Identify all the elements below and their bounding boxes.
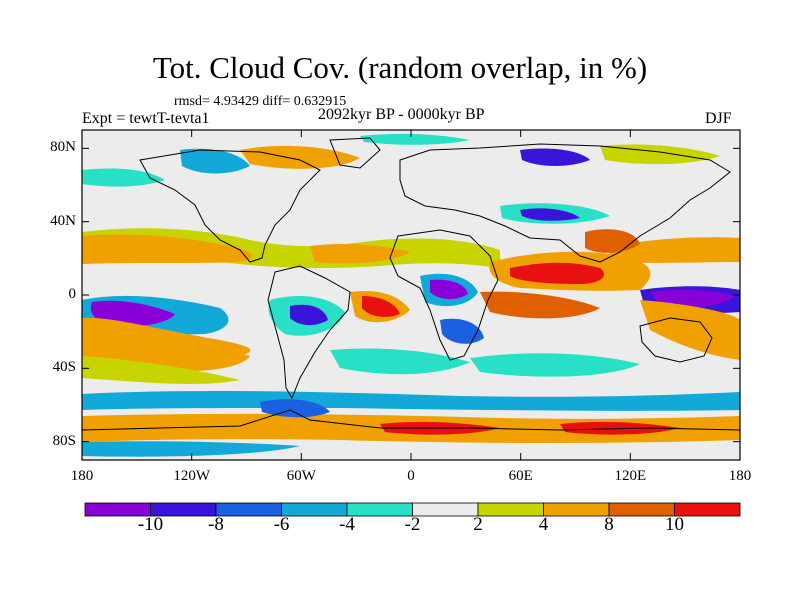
stats-text: rmsd= 4.93429 diff= 0.632915 [174, 94, 347, 109]
band-north-pacific [82, 234, 253, 264]
arctic-neg-2 [520, 148, 590, 166]
colorbar-label: -6 [273, 514, 290, 535]
axis-ticks [81, 130, 741, 460]
atlantic-equator-red [362, 296, 400, 317]
southern-ocean-neg [82, 390, 740, 411]
lon-tick-label: 60E [508, 468, 533, 484]
coastline-south-america [267, 265, 351, 400]
colorbar-label: 4 [538, 514, 549, 535]
lon-tick-label: 120E [614, 468, 647, 484]
arctic-band [240, 145, 360, 169]
colorbar-label: 10 [665, 514, 684, 535]
plot-title: Tot. Cloud Cov. (random overlap, in %) [152, 50, 648, 85]
north-asia-core [520, 208, 580, 221]
arctic-neg [180, 148, 250, 174]
colorbar-label: 8 [604, 514, 614, 535]
band-indian-ocean-core [510, 262, 604, 284]
lon-tick-label: 180 [728, 468, 752, 484]
coastline-australia [639, 317, 713, 363]
anomaly-field [82, 130, 740, 460]
experiment-label: Expt = tewtT-tevta1 [82, 110, 210, 127]
indian-ocean-south [480, 291, 600, 319]
africa-core [430, 279, 468, 300]
band-north-atlantic-orange [310, 244, 410, 264]
south-africa-neg [440, 318, 484, 344]
colorbar-label: -8 [208, 514, 224, 535]
lat-tick-label: 80S [52, 432, 76, 449]
south-pacific-band-2 [82, 356, 240, 384]
colorbar [84, 502, 741, 517]
colorbar-label: -10 [137, 514, 164, 535]
lat-tick-label: 40S [52, 359, 76, 376]
coastline-greenland [329, 137, 381, 169]
lon-tick-label: 120W [173, 468, 210, 484]
lat-tick-label: 80N [50, 139, 76, 156]
antarctic-neg [82, 441, 300, 457]
amazon-core [290, 304, 328, 326]
arctic-top-neg [360, 133, 470, 145]
south-indian-band [470, 353, 640, 377]
lon-tick-label: 180 [70, 468, 94, 484]
coastline-africa [389, 229, 499, 361]
lon-tick-label: 0 [407, 468, 415, 484]
colorbar-label: -2 [404, 514, 421, 535]
band-east-pacific-north [610, 237, 740, 263]
north-pacific-neg [82, 168, 165, 187]
coastline-north-america [139, 149, 321, 263]
colorbar-swatch [674, 502, 741, 517]
coastlines [81, 137, 741, 431]
colorbar-label: 2 [473, 514, 483, 535]
season-label: DJF [705, 110, 732, 127]
lon-tick-label: 60W [286, 468, 316, 484]
antarctic-neg-2 [260, 399, 330, 418]
lat-tick-label: 0 [68, 286, 77, 302]
coastline-eurasia [399, 143, 731, 263]
west-pacific-core [650, 289, 735, 308]
period-label: 2092kyr BP - 0000kyr BP [318, 106, 485, 123]
colorbar-label: -4 [339, 514, 355, 535]
south-atlantic-band [330, 348, 470, 375]
coastline-antarctica [81, 409, 741, 431]
south-indian-pos [640, 300, 740, 360]
lat-tick-label: 40N [50, 212, 76, 229]
